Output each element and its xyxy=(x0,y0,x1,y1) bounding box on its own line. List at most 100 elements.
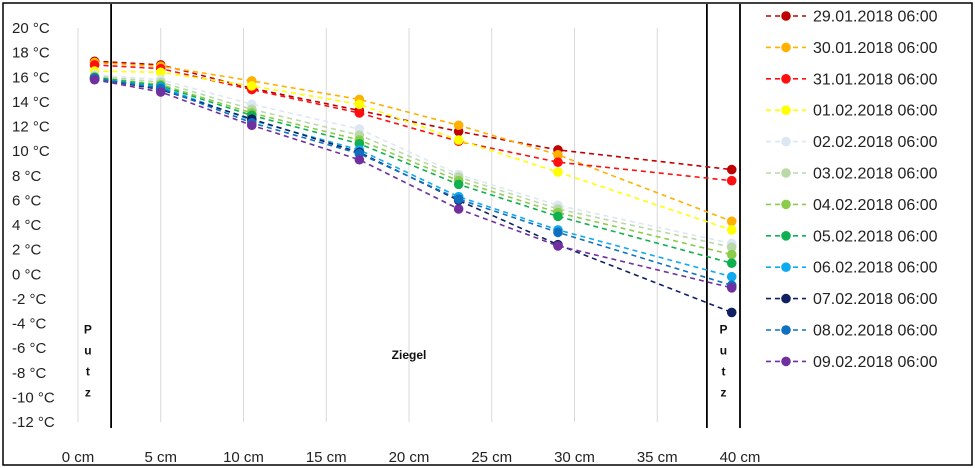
y-tick-label: 18 °C xyxy=(12,45,50,62)
legend-item: 04.02.2018 06:00 xyxy=(766,197,938,214)
y-tick-label: 0 °C xyxy=(12,266,42,283)
zone-letter: z xyxy=(85,385,91,399)
legend-item: 01.02.2018 06:00 xyxy=(766,103,938,120)
data-point xyxy=(726,307,737,318)
x-tick-label: 15 cm xyxy=(306,449,347,466)
y-tick-label: 10 °C xyxy=(12,143,50,160)
data-point xyxy=(553,241,563,251)
x-tick-label: 35 cm xyxy=(637,449,678,466)
y-tick-label: -6 °C xyxy=(12,340,47,357)
data-point xyxy=(553,150,563,160)
legend-swatch-marker xyxy=(781,136,791,147)
data-point xyxy=(553,167,563,177)
y-axis-ticks: 20 °C 18 °C 16 °C 14 °C 12 °C 10 °C 8 °C 6 °C 4 … xyxy=(12,20,55,431)
zone-letter: P xyxy=(84,322,92,336)
x-tick-label: 40 cm xyxy=(720,449,761,466)
legend-item: 03.02.2018 06:00 xyxy=(766,166,938,183)
legend-label: 30.01.2018 06:00 xyxy=(813,40,938,57)
y-tick-label: -10 °C xyxy=(12,389,55,406)
legend-item: 07.02.2018 06:00 xyxy=(766,291,938,308)
y-tick-label: 16 °C xyxy=(12,69,50,86)
legend: 29.01.2018 06:00 30.01.2018 06:00 31.01.20… xyxy=(766,9,938,371)
x-tick-label: 0 cm xyxy=(62,449,95,466)
data-point xyxy=(246,120,257,131)
legend-swatch-marker xyxy=(781,325,791,335)
layer-boundaries xyxy=(110,4,741,428)
data-point xyxy=(726,258,737,268)
legend-item: 06.02.2018 06:00 xyxy=(766,260,938,277)
data-point xyxy=(726,282,737,293)
zone-letter: z xyxy=(720,385,726,399)
legend-label: 31.01.2018 06:00 xyxy=(813,71,938,88)
data-point xyxy=(155,87,166,97)
y-tick-label: 20 °C xyxy=(12,20,50,37)
zone-letter: u xyxy=(84,343,91,357)
legend-swatch-marker xyxy=(781,262,791,273)
legend-swatch-marker xyxy=(781,231,791,241)
data-point xyxy=(354,154,365,165)
data-point xyxy=(726,216,737,227)
zone-letter: t xyxy=(86,364,90,378)
zone-letter: u xyxy=(720,343,727,357)
data-point xyxy=(453,194,464,204)
data-point xyxy=(553,227,563,238)
y-tick-label: -12 °C xyxy=(12,414,55,431)
x-axis-ticks: 0 cm 5 cm 10 cm 15 cm 20 cm 25 cm 30 cm 35 cm 40… xyxy=(62,449,761,466)
data-point xyxy=(453,135,464,145)
x-tick-label: 5 cm xyxy=(144,449,177,466)
y-tick-label: 4 °C xyxy=(12,217,42,234)
legend-swatch-marker xyxy=(781,105,791,115)
data-point xyxy=(354,99,365,110)
y-tick-label: -4 °C xyxy=(12,316,47,333)
y-tick-label: 8 °C xyxy=(12,168,42,185)
legend-swatch-marker xyxy=(781,199,791,210)
data-point xyxy=(726,164,737,175)
data-point xyxy=(726,225,737,235)
y-tick-label: 6 °C xyxy=(12,192,42,209)
zone-label: Ziegel xyxy=(392,348,427,362)
x-tick-label: 20 cm xyxy=(389,449,430,466)
legend-label: 29.01.2018 06:00 xyxy=(813,9,938,26)
x-tick-label: 25 cm xyxy=(471,449,512,466)
legend-label: 06.02.2018 06:00 xyxy=(813,260,938,277)
data-point xyxy=(453,204,464,214)
legend-swatch-marker xyxy=(781,356,791,367)
data-point xyxy=(155,67,166,78)
data-point xyxy=(553,211,563,222)
legend-swatch-marker xyxy=(781,293,791,304)
data-point xyxy=(726,242,737,252)
y-tick-label: 14 °C xyxy=(12,94,50,111)
data-point xyxy=(726,271,737,282)
zone-letter: t xyxy=(721,364,725,378)
legend-label: 03.02.2018 06:00 xyxy=(813,166,938,183)
data-point xyxy=(726,249,737,260)
legend-item: 09.02.2018 06:00 xyxy=(766,354,938,371)
legend-label: 02.02.2018 06:00 xyxy=(813,134,938,151)
data-point xyxy=(453,179,464,190)
legend-item: 02.02.2018 06:00 xyxy=(766,134,938,151)
x-tick-label: 30 cm xyxy=(554,449,595,466)
series-layer xyxy=(89,56,737,318)
legend-swatch-marker xyxy=(781,74,791,84)
y-tick-label: 2 °C xyxy=(12,242,42,259)
legend-label: 05.02.2018 06:00 xyxy=(813,228,938,245)
legend-swatch-marker xyxy=(781,168,791,178)
legend-swatch-marker xyxy=(781,42,791,53)
data-point xyxy=(246,81,257,91)
y-tick-label: -2 °C xyxy=(12,291,47,308)
legend-label: 09.02.2018 06:00 xyxy=(813,354,938,371)
legend-item: 30.01.2018 06:00 xyxy=(766,40,938,57)
legend-label: 01.02.2018 06:00 xyxy=(813,103,938,120)
legend-label: 08.02.2018 06:00 xyxy=(813,323,938,340)
x-tick-label: 10 cm xyxy=(223,449,264,466)
legend-label: 04.02.2018 06:00 xyxy=(813,197,938,214)
y-tick-label: 12 °C xyxy=(12,119,50,136)
legend-swatch-marker xyxy=(781,11,791,21)
zone-letter: P xyxy=(719,322,727,336)
y-tick-label: -8 °C xyxy=(12,365,47,382)
legend-item: 08.02.2018 06:00 xyxy=(766,323,938,340)
legend-item: 31.01.2018 06:00 xyxy=(766,71,938,88)
data-point xyxy=(553,157,563,168)
